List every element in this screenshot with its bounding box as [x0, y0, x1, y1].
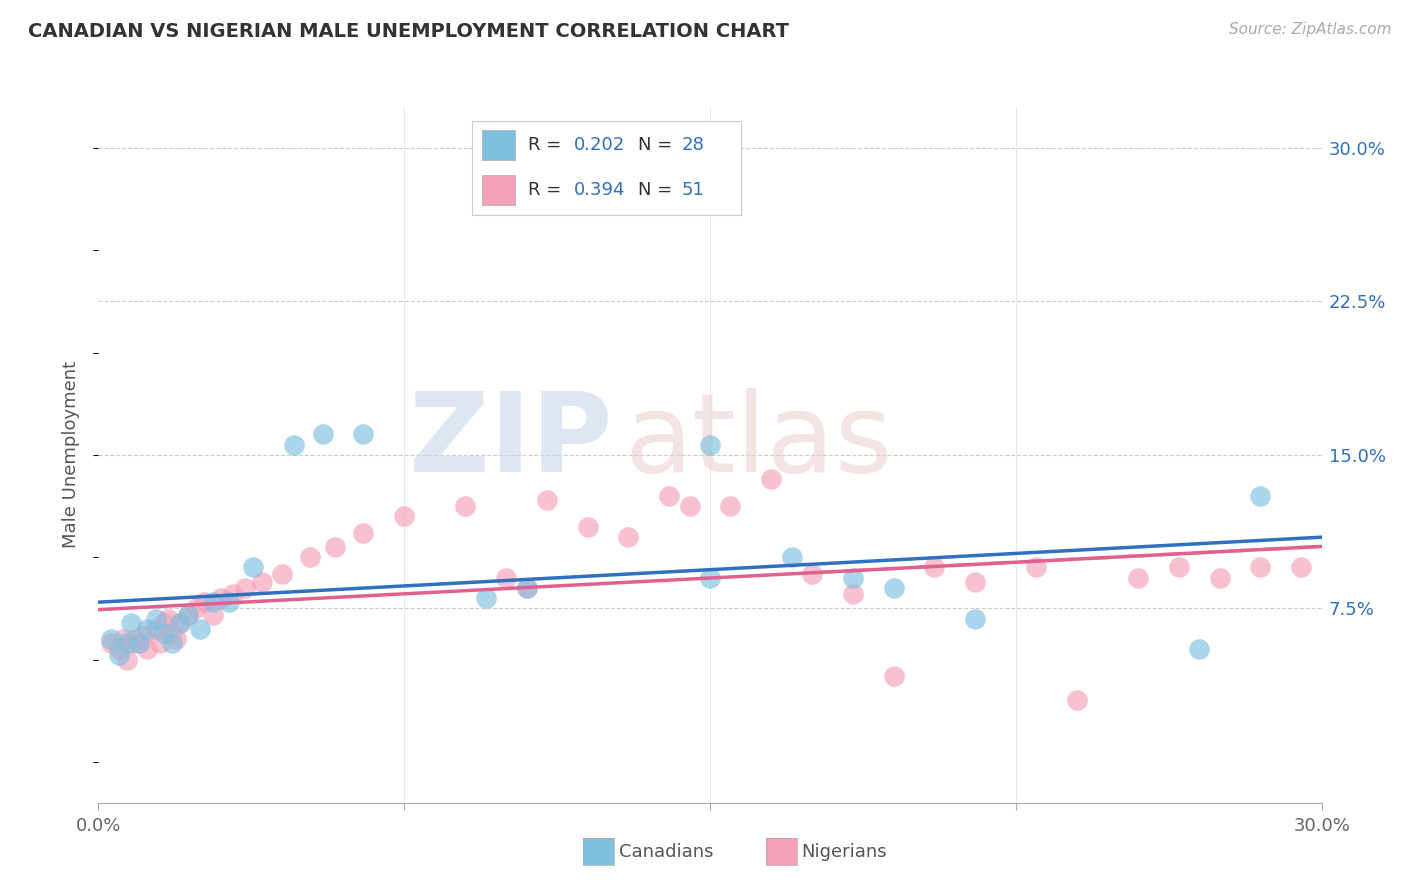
Point [576, 519, 599, 533]
Point [1188, 642, 1211, 657]
Point [1066, 693, 1088, 707]
Point [1249, 489, 1271, 503]
Point [115, 636, 138, 650]
Point [160, 636, 183, 650]
Point [233, 581, 256, 595]
Point [100, 632, 122, 646]
Point [720, 499, 742, 513]
Point [474, 591, 498, 606]
Point [115, 652, 138, 666]
Point [132, 628, 155, 642]
Point [1249, 560, 1271, 574]
Point [658, 489, 681, 503]
Point [965, 612, 987, 626]
Point [699, 571, 721, 585]
Point [165, 632, 187, 646]
Point [454, 499, 477, 513]
Point [617, 530, 640, 544]
Point [160, 626, 183, 640]
Point [761, 473, 783, 487]
Point [111, 632, 134, 646]
Point [536, 492, 558, 507]
Point [242, 560, 264, 574]
Text: Canadians: Canadians [619, 843, 713, 861]
Point [169, 615, 191, 630]
Point [1128, 571, 1150, 585]
Point [883, 669, 905, 683]
Point [124, 632, 146, 646]
Point [780, 550, 803, 565]
Point [169, 615, 191, 630]
Point [152, 626, 174, 640]
Point [352, 427, 374, 442]
Point [965, 574, 987, 589]
Text: Source: ZipAtlas.com: Source: ZipAtlas.com [1229, 22, 1392, 37]
Point [922, 560, 945, 574]
Point [283, 438, 305, 452]
Point [108, 642, 131, 657]
Point [145, 612, 167, 626]
Point [100, 636, 122, 650]
Point [1291, 560, 1313, 574]
Point [193, 595, 215, 609]
Point [392, 509, 416, 524]
Text: atlas: atlas [624, 387, 893, 494]
Text: CANADIAN VS NIGERIAN MALE UNEMPLOYMENT CORRELATION CHART: CANADIAN VS NIGERIAN MALE UNEMPLOYMENT C… [28, 22, 789, 41]
Point [299, 550, 322, 565]
Point [186, 601, 208, 615]
Point [516, 581, 538, 595]
Point [841, 571, 863, 585]
Point [120, 636, 142, 650]
Point [149, 636, 172, 650]
Point [1167, 560, 1189, 574]
Point [177, 607, 200, 622]
Text: Nigerians: Nigerians [801, 843, 887, 861]
Point [120, 615, 142, 630]
Point [270, 566, 294, 581]
Point [201, 595, 224, 609]
Text: ZIP: ZIP [409, 387, 612, 494]
Point [679, 499, 702, 513]
Point [883, 581, 905, 595]
Point [841, 587, 863, 601]
Point [1025, 560, 1047, 574]
Point [801, 566, 824, 581]
Point [188, 622, 212, 636]
Point [222, 587, 245, 601]
Point [128, 636, 150, 650]
Point [250, 574, 273, 589]
Point [201, 607, 224, 622]
Point [516, 581, 538, 595]
Point [209, 591, 232, 606]
Point [312, 427, 335, 442]
Point [145, 622, 167, 636]
Point [136, 622, 159, 636]
Point [218, 595, 240, 609]
Point [1209, 571, 1232, 585]
Point [177, 607, 200, 622]
Point [136, 642, 159, 657]
Point [495, 571, 517, 585]
Point [699, 438, 721, 452]
Point [156, 612, 179, 626]
Point [352, 525, 374, 540]
Point [108, 648, 131, 663]
Point [128, 636, 150, 650]
Point [323, 540, 346, 554]
Y-axis label: Male Unemployment: Male Unemployment [62, 361, 80, 549]
Point [152, 615, 174, 630]
